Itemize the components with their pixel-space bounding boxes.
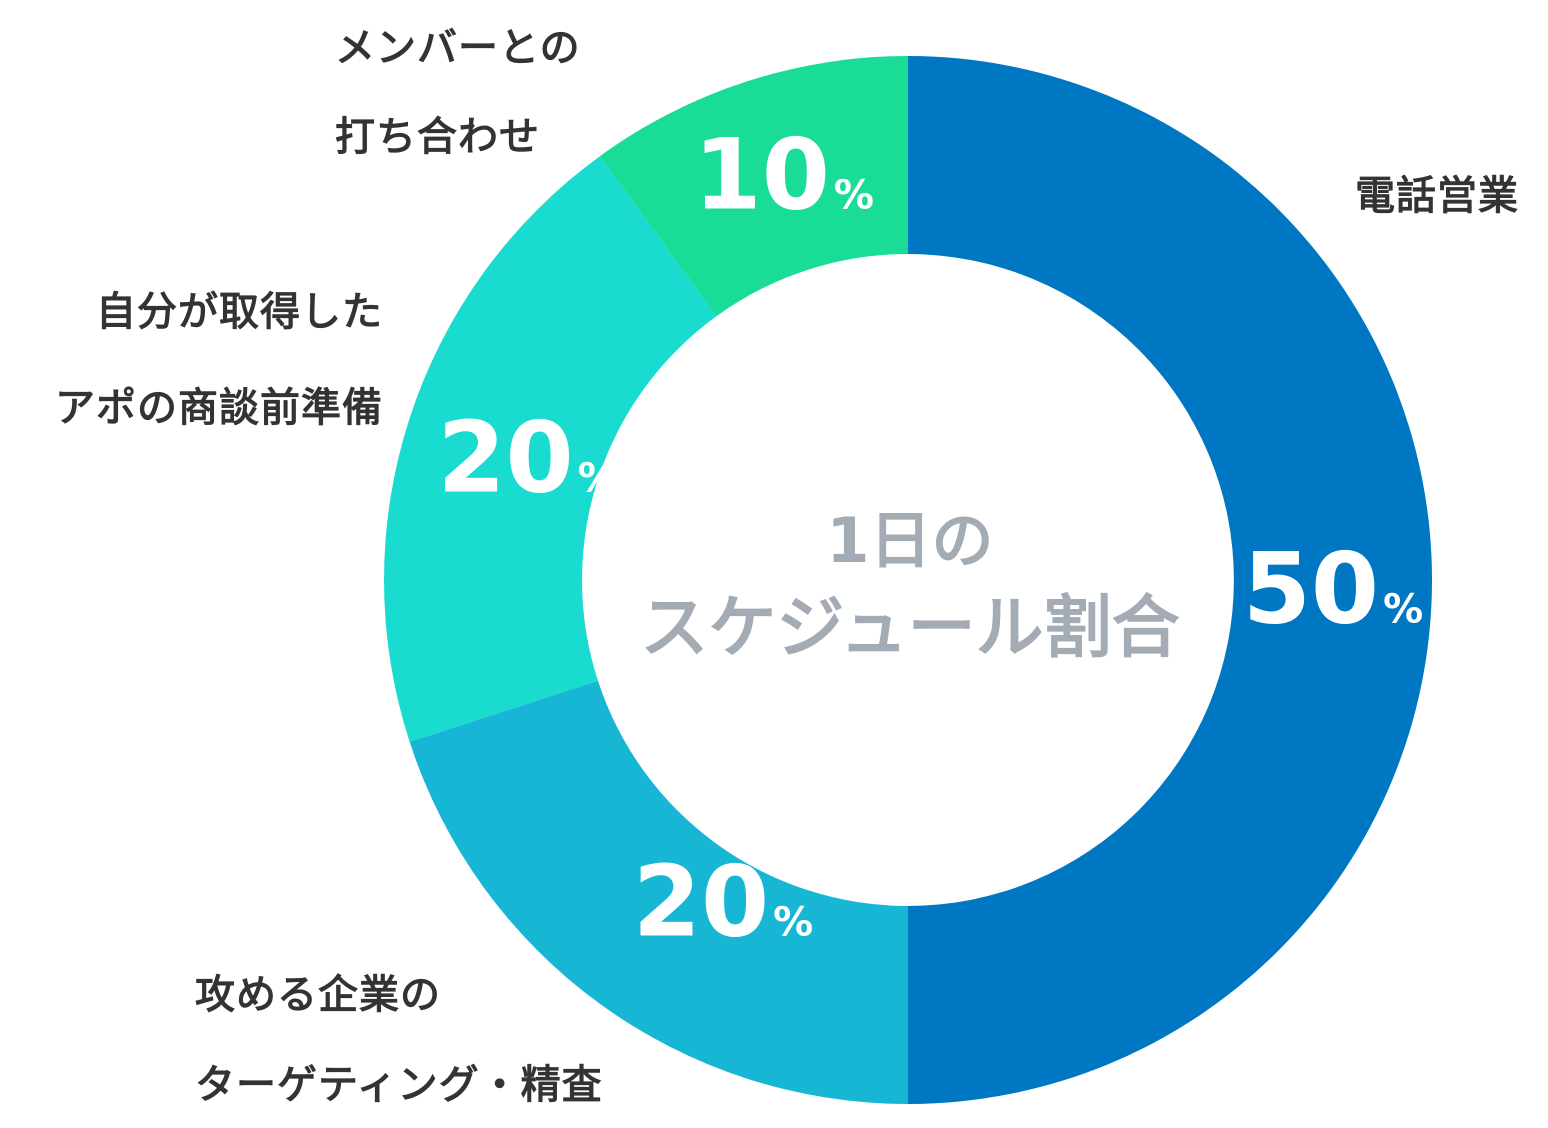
slice-prep bbox=[384, 156, 717, 742]
chart-title-line-2: スケジュール割合 bbox=[640, 589, 1180, 668]
chart-slices bbox=[384, 56, 1432, 1104]
chart-title-line-1: 1日の bbox=[826, 504, 994, 577]
slice-targeting bbox=[409, 680, 908, 1104]
label-phone-sales: 電話営業 bbox=[1355, 173, 1519, 219]
slice-phone-sales bbox=[908, 56, 1432, 1104]
chart-percent-labels: 50 % 20 % 20 % 10% bbox=[437, 119, 1423, 960]
label-prep-line-1: 自分が取得した bbox=[96, 289, 383, 335]
label-targeting-line-2: ターゲティング・精査 bbox=[195, 1062, 603, 1108]
percent-label-targeting: 20% bbox=[633, 845, 813, 959]
percent-label-phone-sales: 50% bbox=[1243, 532, 1423, 646]
label-meeting-line-2: 打ち合わせ bbox=[335, 114, 540, 160]
slice-meeting bbox=[600, 56, 908, 317]
percent-label-prep: 20% bbox=[437, 401, 617, 515]
percent-label-meeting: 10% bbox=[694, 119, 874, 233]
label-targeting-line-1: 攻める企業の bbox=[195, 972, 441, 1018]
label-prep-line-2: アポの商談前準備 bbox=[55, 385, 383, 431]
label-meeting-line-1: メンバーとの bbox=[335, 25, 581, 71]
